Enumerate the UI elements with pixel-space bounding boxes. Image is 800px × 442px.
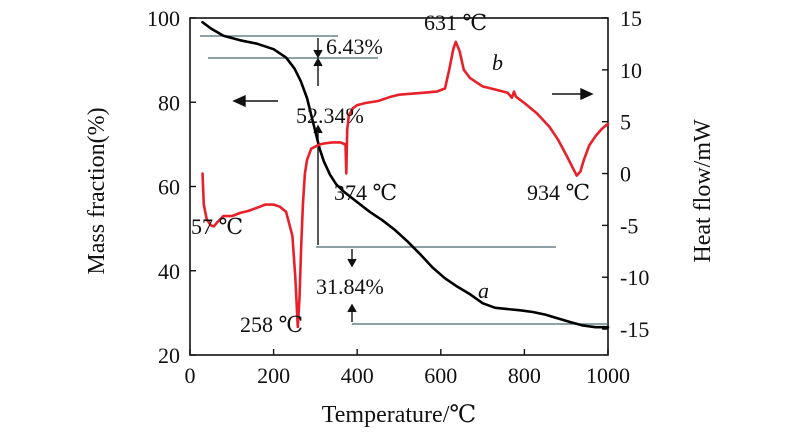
- y-axis-right-title: Heat flow/mW: [690, 119, 716, 263]
- x-tick-label-4: 800: [508, 363, 541, 388]
- series-tag-a: a: [478, 278, 489, 303]
- series-group: [201, 20, 610, 329]
- annotation-934: 934 ℃: [527, 180, 590, 205]
- series-line-b: [201, 40, 610, 329]
- y-left-tick-label-0: 20: [158, 343, 180, 368]
- series-tag-b: b: [492, 50, 503, 75]
- annotation-258: 258 ℃: [240, 312, 303, 337]
- annotation-31-84: 31.84%: [316, 274, 384, 299]
- arrowhead-31-84-up: [347, 303, 357, 313]
- arrowhead-6-43-down: [313, 49, 323, 59]
- x-tick-label-1: 200: [257, 363, 290, 388]
- y-axis-left-title: Mass fraction(%): [84, 107, 110, 274]
- y-left-tick-label-1: 40: [158, 259, 180, 284]
- x-tick-label-0: 0: [185, 363, 196, 388]
- mass-loss-guide-lines: [200, 35, 608, 325]
- annotation-374: 374 ℃: [334, 180, 397, 205]
- x-axis-title: Temperature/℃: [322, 402, 476, 428]
- annotations: 6.43% 52.34% 31.84% 631 ℃ 374 ℃ 934 ℃ 57…: [191, 10, 590, 337]
- y-right-tick-label-4: 5: [620, 110, 631, 135]
- y-left-tick-label-2: 60: [158, 175, 180, 200]
- axis-ticks: 0 200 400 600 800 1000 20 40 60 80 100 -15 -10 -5 0 5 10…: [147, 6, 649, 388]
- y-right-tick-label-0: -15: [620, 317, 649, 342]
- annotation-52-34: 52.34%: [296, 103, 364, 128]
- y-left-tick-label-4: 100: [147, 6, 180, 31]
- annotation-57: 57 ℃: [191, 214, 243, 239]
- y-right-tick-label-5: 10: [620, 58, 642, 83]
- series-line-a: [201, 20, 610, 329]
- axis-pointer-right-head: [580, 87, 594, 101]
- y-left-tick-label-3: 80: [158, 90, 180, 115]
- y-right-tick-label-1: -10: [620, 265, 649, 290]
- arrowhead-31-84-down: [347, 258, 357, 268]
- annotation-6-43: 6.43%: [326, 34, 383, 59]
- x-tick-label-2: 400: [341, 363, 374, 388]
- x-tick-label-3: 600: [424, 363, 457, 388]
- y-right-tick-label-6: 15: [620, 6, 642, 31]
- arrowhead-6-43-up: [313, 57, 323, 67]
- y-right-tick-label-3: 0: [620, 162, 631, 187]
- x-tick-label-5: 1000: [586, 363, 630, 388]
- axis-pointer-left-head: [232, 94, 246, 108]
- annotation-631: 631 ℃: [424, 10, 487, 35]
- y-right-tick-label-2: -5: [620, 213, 638, 238]
